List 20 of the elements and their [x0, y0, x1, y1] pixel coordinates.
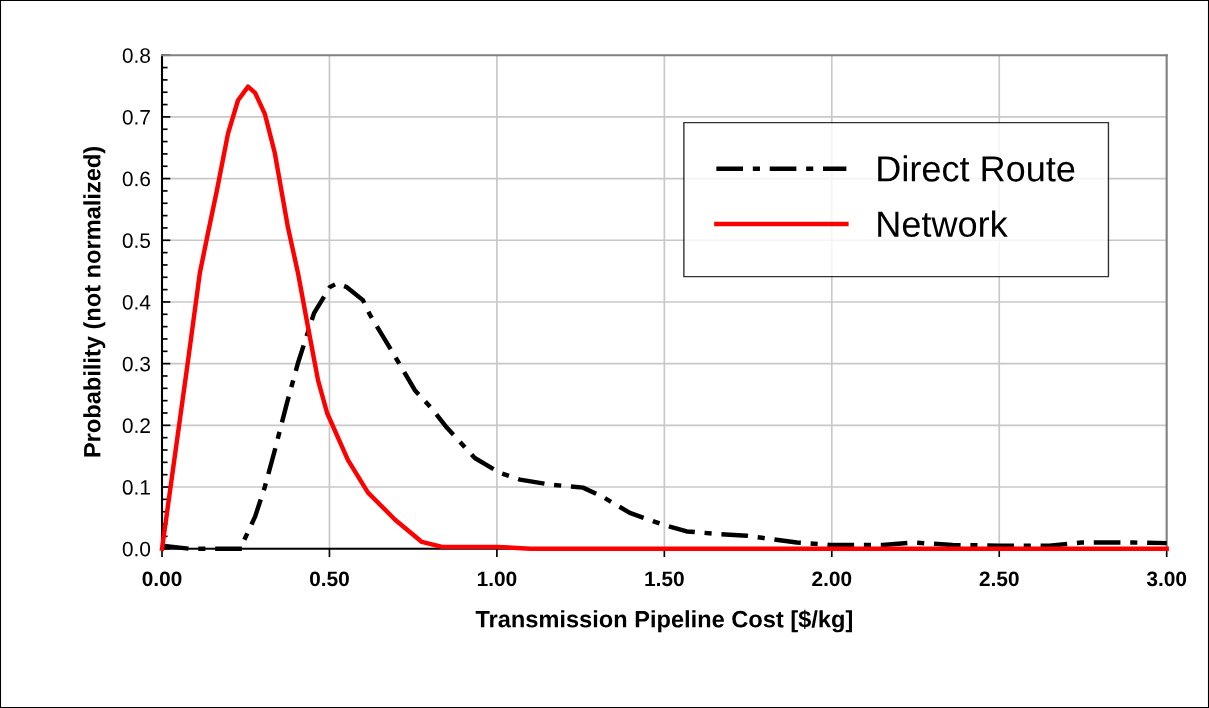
y-tick-label: 0.8 — [122, 48, 150, 63]
x-tick-label: 1.00 — [477, 571, 517, 587]
y-tick-label: 0.3 — [122, 356, 150, 372]
y-tick-label: 0.6 — [122, 171, 150, 187]
x-tick-label: 0.50 — [310, 571, 349, 587]
y-tick-label: 0.0 — [122, 541, 151, 557]
y-tick-label: 0.2 — [122, 418, 150, 434]
y-axis-title: Probability (not normalized) — [83, 147, 106, 457]
legend-label: Direct Route — [878, 155, 1075, 182]
x-tick-label: 0.00 — [142, 571, 182, 587]
y-tick-label: 0.4 — [122, 294, 151, 310]
x-axis-title: Transmission Pipeline Cost [$/kg] — [475, 609, 852, 633]
y-tick-label: 0.7 — [122, 109, 150, 125]
x-tick-label: 3.00 — [1146, 571, 1187, 587]
legend-label: Network — [878, 210, 1008, 237]
x-tick-label: 1.50 — [645, 571, 684, 587]
x-tick-label: 2.00 — [812, 571, 852, 587]
y-tick-label: 0.5 — [122, 233, 151, 249]
y-tick-label: 0.1 — [122, 480, 150, 495]
x-tick-label: 2.50 — [979, 571, 1019, 587]
